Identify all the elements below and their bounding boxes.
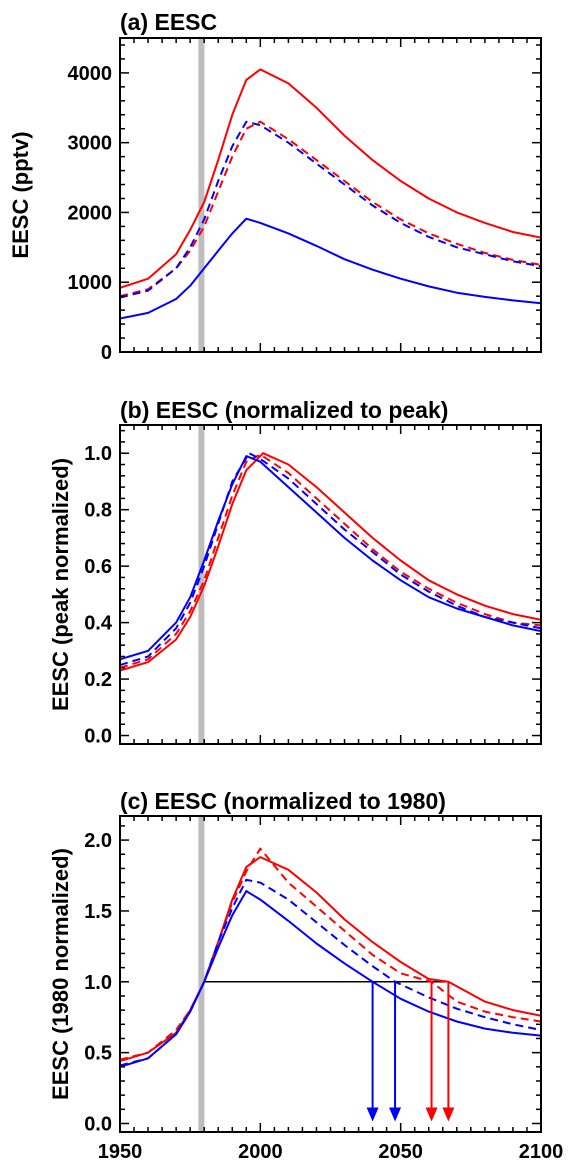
y-tick-label: 1.5 [84,901,112,923]
x-tick-label: 2050 [378,1141,423,1162]
plot-frame [119,37,542,353]
plot-frame [119,424,542,745]
y-axis-label: EESC (peak normalized) [48,458,73,711]
y-tick-label: 2.0 [84,830,112,852]
series-group [120,452,541,672]
series-line-4 [120,890,541,1068]
series-line-2 [120,120,541,298]
panel-2: 0.0 0.2 0.4 0.6 0.8 1.0 (b) EESC (normalized t… [48,397,542,748]
panel-title: (b) EESC (normalized to peak) [120,397,448,423]
series-group [120,847,541,1068]
panel-1: 0 1000 2000 3000 4000 (a) EESC EESC (pptv) [8,9,542,364]
series-line-3 [120,120,541,299]
y-tick-label: 0.6 [84,556,112,578]
plot-frame [119,815,542,1133]
arrow-head-1 [366,1107,379,1122]
y-axis-label: EESC (pptv) [8,131,33,258]
y-axis-label: EESC (1980 normalized) [48,848,73,1100]
series-line-2 [120,453,541,669]
y-tick-label: 1000 [68,272,113,294]
arrow-head-2 [389,1107,402,1122]
y-tick-label: 0 [101,342,112,364]
series-line-1 [120,68,541,289]
series-line-3 [120,452,541,666]
arrow-head-3 [425,1107,438,1122]
series-line-4 [120,217,541,320]
x-tick-label: 2000 [238,1141,283,1162]
y-tick-label: 1.0 [84,972,112,994]
panel-title: (c) EESC (normalized to 1980) [120,788,446,814]
y-tick-label: 2000 [68,202,113,224]
series-line-1 [120,856,541,1063]
series-line-4 [120,455,541,661]
y-tick-label: 1.0 [84,443,112,465]
series-line-3 [120,878,541,1067]
y-tick-label: 4000 [68,63,113,85]
y-tick-label: 0.0 [84,1113,112,1135]
x-tick-label: 2100 [519,1141,564,1162]
y-tick-label: 3000 [68,133,113,155]
series-group [120,68,541,320]
y-tick-label: 0.2 [84,669,112,691]
y-tick-label: 0.0 [84,726,112,748]
reference-band [198,38,205,352]
arrow-head-4 [442,1107,455,1122]
y-tick-label: 0.5 [84,1043,112,1065]
reference-band [198,816,205,1132]
x-tick-label: 1950 [98,1141,143,1162]
panel-3: 1950 2000 2050 2100 0.0 0.5 1.0 1.5 2.0 (c) EESC … [48,788,563,1162]
panel-title: (a) EESC [120,9,217,35]
y-tick-label: 0.4 [84,613,113,635]
y-tick-label: 0.8 [84,500,112,522]
series-line-1 [120,452,541,672]
